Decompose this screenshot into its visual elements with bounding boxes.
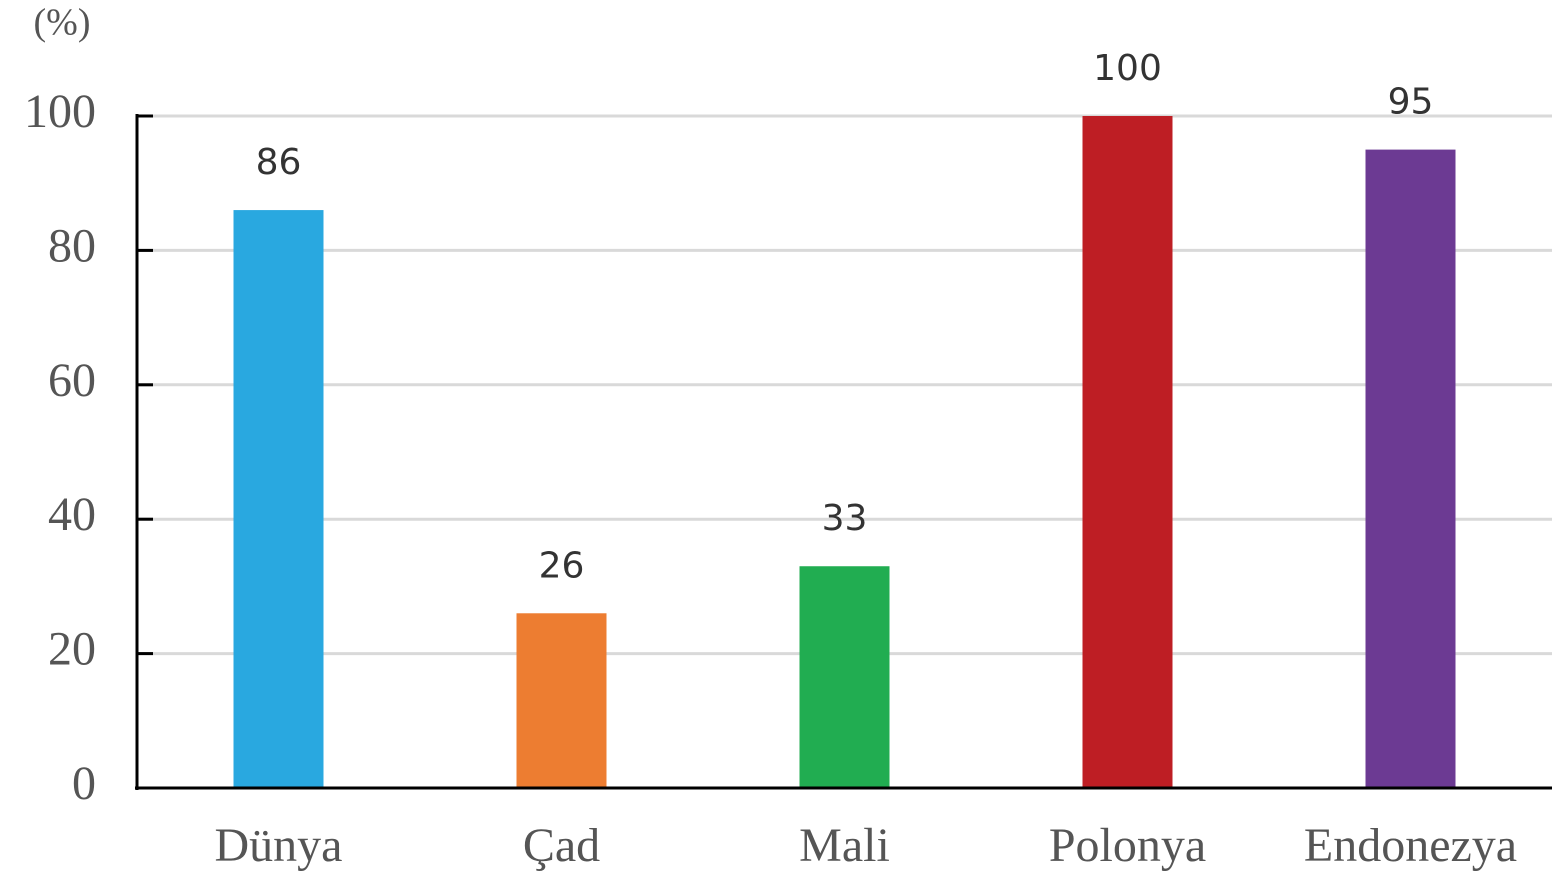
value-label: 100 [1093,48,1162,89]
y-tick-label: 40 [48,488,96,541]
y-axis-label: (%) [34,2,91,44]
value-label: 26 [539,545,585,586]
y-tick-label: 60 [48,354,96,407]
bar [799,566,890,788]
x-tick-label: Mali [799,819,890,872]
value-label: 86 [256,142,302,183]
x-tick-label: Polonya [1049,819,1206,872]
bar [1365,149,1456,789]
bar [1082,116,1173,788]
bar [233,210,324,788]
value-label: 95 [1388,82,1434,123]
x-tick-label: Endonezya [1304,819,1517,872]
x-tick-label: Dünya [215,819,343,872]
y-tick-label: 80 [48,219,96,272]
x-tick-label: Çad [523,819,600,872]
bar [516,613,607,788]
y-tick-label: 20 [48,623,96,676]
value-label: 33 [822,498,868,539]
y-tick-label: 100 [24,85,96,138]
y-tick-label: 0 [72,757,96,810]
